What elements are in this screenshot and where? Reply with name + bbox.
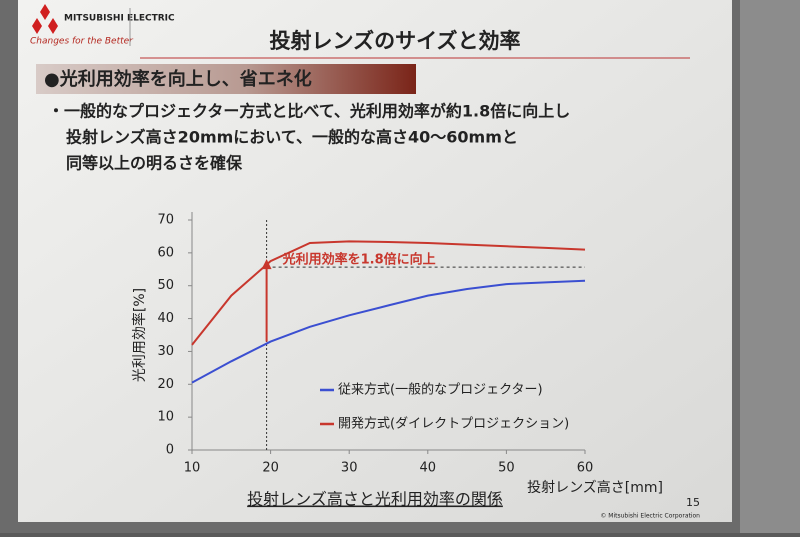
logo-slogan: Changes for the Better [30,37,134,47]
series-line [191,240,586,346]
legend-label: 開発方式(ダイレクトプロジェクション) [338,416,569,432]
page-number: 15 [686,496,700,509]
bullet-line: 同等以上の明るさを確保 [66,154,243,173]
logo-name: MITSUBISHI ELECTRIC [64,14,175,24]
section-heading: ●光利用効率を向上し、省エネ化 [44,68,312,90]
y-tick-label: 40 [157,311,174,326]
x-tick-label: 20 [262,461,279,476]
y-tick-label: 70 [157,213,174,228]
y-axis-label: 光利用効率[%] [131,288,148,382]
y-tick-label: 10 [157,410,174,425]
legend-label: 従来方式(一般的なプロジェクター) [338,382,543,398]
chart-caption: 投射レンズ高さと光利用効率の関係 [247,490,503,509]
copyright: © Mitsubishi Electric Corporation [600,513,700,520]
x-tick-label: 60 [577,461,594,476]
chart: 0 10 20 30 40 50 60 70 10 20 30 40 50 60 光利用効率[%] 投射レンズ… [131,212,663,509]
y-tick-label: 60 [157,245,174,260]
bullet-line: 投射レンズ高さ20mmにおいて、一般的な高さ40～60mmと [66,128,518,147]
logo [32,4,58,34]
y-tick-label: 0 [166,443,174,458]
x-tick-label: 40 [420,461,437,476]
x-tick-label: 30 [341,461,358,476]
annotation: 光利用効率を1.8倍に向上 [282,252,436,268]
x-tick-label: 10 [184,461,201,476]
series-line [191,279,586,384]
y-tick-label: 20 [157,377,174,392]
x-axis-label: 投射レンズ高さ[mm] [527,479,663,496]
slide-title: 投射レンズのサイズと効率 [270,29,521,53]
section-band [36,64,416,94]
y-tick-label: 30 [157,344,174,359]
wall [740,0,800,533]
y-tick-label: 50 [157,278,174,293]
x-tick-label: 50 [498,461,515,476]
bullet-line: ・一般的なプロジェクター方式と比べて、光利用効率が約1.8倍に向上し [48,102,570,121]
